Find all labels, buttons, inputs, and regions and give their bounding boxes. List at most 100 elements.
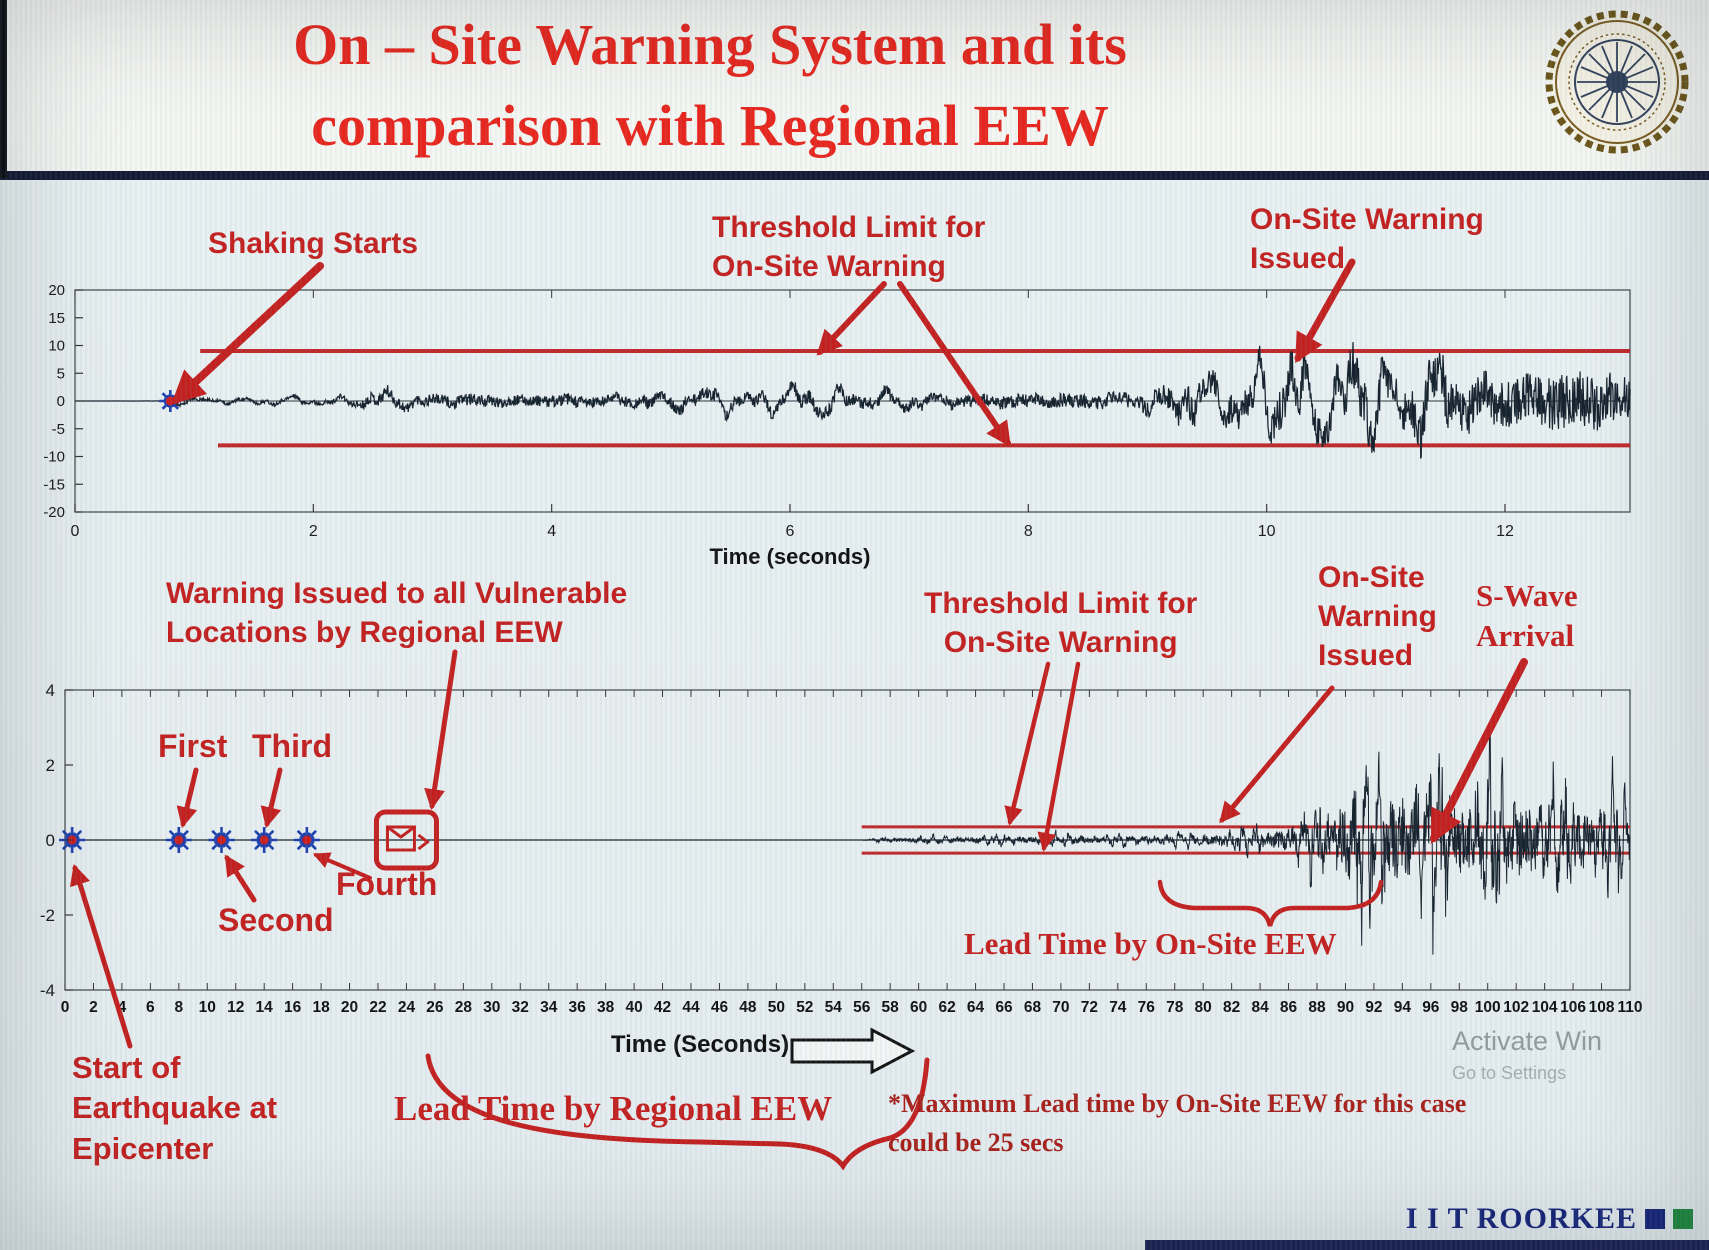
svg-text:4: 4 [118, 999, 127, 1016]
svg-text:6: 6 [786, 523, 795, 540]
svg-text:12: 12 [227, 999, 244, 1016]
svg-text:15: 15 [48, 310, 65, 327]
svg-text:-15: -15 [43, 476, 65, 493]
svg-text:60: 60 [910, 999, 927, 1016]
annotation-shaking-starts: Shaking Starts [208, 227, 419, 260]
annotation-second-detection: Second [218, 902, 334, 938]
svg-text:76: 76 [1138, 999, 1156, 1016]
svg-text:10: 10 [1258, 523, 1276, 540]
svg-text:36: 36 [569, 999, 587, 1016]
svg-text:8: 8 [175, 999, 184, 1016]
svg-text:10: 10 [199, 999, 216, 1016]
iit-roorkee-logo-icon [1541, 6, 1693, 158]
svg-text:Time (Seconds): Time (Seconds) [611, 1031, 789, 1058]
svg-text:8: 8 [1024, 523, 1033, 540]
svg-text:42: 42 [654, 999, 671, 1016]
p-wave-star-icon [208, 827, 235, 853]
svg-text:0: 0 [57, 393, 65, 410]
svg-text:6: 6 [146, 999, 155, 1016]
brand-square-navy-icon [1645, 1209, 1665, 1229]
footer-brand: I I T ROORKEE [1406, 1202, 1693, 1236]
svg-text:4: 4 [46, 681, 55, 700]
annotation-onsite-warning-issued-top: On-Site Warning Issued [1250, 203, 1484, 275]
svg-text:98: 98 [1451, 999, 1469, 1016]
top-waveform [75, 342, 1631, 459]
svg-text:10: 10 [48, 338, 65, 355]
photo-edge [0, 0, 7, 178]
annotation-fourth-detection: Fourth [336, 866, 438, 902]
svg-text:74: 74 [1109, 999, 1127, 1016]
svg-text:72: 72 [1081, 999, 1098, 1016]
svg-text:106: 106 [1560, 999, 1586, 1016]
annotation-max-lead-time-note: *Maximum Lead time by On-Site EEW for th… [888, 1089, 1467, 1157]
svg-text:66: 66 [995, 999, 1013, 1016]
svg-text:32: 32 [512, 999, 529, 1016]
svg-text:5: 5 [57, 365, 65, 382]
svg-text:2: 2 [309, 523, 318, 540]
annotation-lead-time-onsite: Lead Time by On-Site EEW [964, 926, 1337, 961]
p-wave-star-icon [251, 827, 278, 853]
svg-text:102: 102 [1503, 999, 1529, 1016]
title-line-2: comparison with Regional EEW [311, 93, 1109, 159]
svg-text:28: 28 [455, 999, 473, 1016]
svg-text:92: 92 [1365, 999, 1382, 1016]
svg-text:40: 40 [625, 999, 642, 1016]
svg-text:26: 26 [426, 999, 444, 1016]
svg-text:96: 96 [1422, 999, 1440, 1016]
svg-text:94: 94 [1394, 999, 1412, 1016]
svg-text:70: 70 [1052, 999, 1069, 1016]
svg-text:82: 82 [1223, 999, 1240, 1016]
brand-square-green-icon [1673, 1209, 1693, 1229]
svg-text:30: 30 [483, 999, 500, 1016]
svg-text:0: 0 [46, 831, 55, 850]
annotation-arrows [69, 258, 1528, 1171]
svg-text:14: 14 [256, 999, 274, 1016]
svg-text:4: 4 [547, 523, 556, 540]
annotation-threshold-limit-top: Threshold Limit for On-Site Warning [712, 211, 986, 283]
svg-text:20: 20 [341, 999, 358, 1016]
svg-text:22: 22 [369, 999, 386, 1016]
svg-text:34: 34 [540, 999, 558, 1016]
watermark-line-1: Activate Win [1452, 1026, 1603, 1056]
watermark-line-2: Go to Settings [1452, 1063, 1567, 1083]
svg-text:44: 44 [682, 999, 700, 1016]
title-divider [0, 171, 1709, 180]
svg-text:56: 56 [853, 999, 871, 1016]
annotation-regional-eew-warning: Warning Issued to all Vulnerable Locatio… [166, 577, 628, 649]
iit-roorkee-wordmark: I I T ROORKEE [1405, 1202, 1637, 1235]
top-chart: 20 15 10 5 0 -5 -10 -15 -20 0 2 4 6 8 10 12 Time (second… [43, 282, 1631, 569]
svg-text:68: 68 [1024, 999, 1042, 1016]
svg-text:110: 110 [1617, 999, 1642, 1016]
svg-text:0: 0 [61, 999, 70, 1016]
annotation-threshold-limit-bottom: Threshold Limit for On-Site Warning [924, 587, 1198, 659]
svg-text:54: 54 [825, 999, 843, 1016]
activate-windows-watermark: Activate Win Go to Settings [1452, 1026, 1602, 1084]
svg-text:-4: -4 [40, 981, 55, 1000]
slide-title: On – Site Warning System and its compari… [0, 4, 1420, 166]
svg-text:90: 90 [1337, 999, 1354, 1016]
svg-text:64: 64 [967, 999, 985, 1016]
svg-text:20: 20 [48, 282, 65, 299]
svg-text:Time (seconds): Time (seconds) [710, 544, 871, 569]
svg-text:-20: -20 [43, 504, 65, 521]
svg-text:84: 84 [1251, 999, 1269, 1016]
bottom-waveform [65, 730, 1631, 955]
svg-text:38: 38 [597, 999, 615, 1016]
svg-text:52: 52 [796, 999, 813, 1016]
svg-text:46: 46 [711, 999, 729, 1016]
svg-text:0: 0 [71, 523, 80, 540]
annotation-onsite-warning-issued-bottom: On-Site Warning Issued [1318, 561, 1437, 672]
svg-text:-2: -2 [40, 906, 55, 925]
svg-text:58: 58 [882, 999, 900, 1016]
annotation-first-detection: First [158, 728, 228, 764]
svg-text:108: 108 [1589, 999, 1615, 1016]
annotation-s-wave-arrival: S-Wave Arrival [1476, 578, 1578, 654]
svg-text:104: 104 [1532, 999, 1558, 1016]
svg-text:16: 16 [284, 999, 302, 1016]
p-wave-star-icon [293, 827, 320, 853]
svg-text:62: 62 [938, 999, 955, 1016]
annotation-start-of-earthquake: Start of Earthquake at Epicenter [72, 1050, 278, 1166]
svg-text:2: 2 [46, 756, 55, 775]
